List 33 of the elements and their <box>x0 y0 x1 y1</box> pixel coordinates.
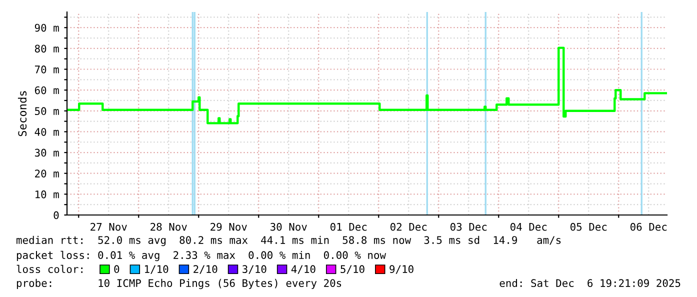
y-tick-label: 60 m <box>34 86 59 94</box>
y-tick-label: 20 m <box>35 170 59 178</box>
legend-label: 2/10 <box>194 265 218 274</box>
x-tick-label: 27 Nov <box>90 222 127 231</box>
legend-title: loss color: <box>16 264 82 274</box>
x-tick-label: 29 Nov <box>210 222 247 231</box>
legend-label: 1/10 <box>145 265 168 274</box>
y-tick-label: 0 <box>54 211 59 220</box>
legend-label: 4/10 <box>291 265 316 274</box>
x-tick-label: 30 Nov <box>270 222 307 231</box>
legend-label: 0 <box>114 265 120 274</box>
legend-label: 9/10 <box>390 265 414 274</box>
y-axis-title: Seconds <box>18 91 27 136</box>
x-tick-label: 28 Nov <box>150 222 187 231</box>
x-tick-label: 04 Dec <box>510 222 547 231</box>
text: median rtt: 52.0 ms avg 80.2 ms max 44.1 ms min 58.8 ms now 3.5 ms sd 14.9 am/s <box>16 236 561 246</box>
x-tick-label: 05 Dec <box>570 222 607 231</box>
y-tick-label: 70 m <box>34 66 59 74</box>
y-tick-label: 30 m <box>34 148 59 157</box>
text: end: Sat Dec 6 19:21:09 2025 <box>500 278 680 288</box>
y-tick-label: 50 m <box>35 107 59 116</box>
x-tick-label: 02 Dec <box>390 222 427 231</box>
x-tick-label: 03 Dec <box>450 222 487 231</box>
legend-label: 3/10 <box>242 265 266 274</box>
y-tick-label: 80 m <box>34 44 59 53</box>
y-tick-label: 40 m <box>34 128 59 136</box>
y-tick-label: 90 m <box>34 24 59 32</box>
y-tick-label: 10 m <box>36 190 59 198</box>
text: probe: 10 ICMP Echo Pings (56 Bytes) every 20s <box>16 278 342 290</box>
x-tick-label: 06 Dec <box>630 222 667 231</box>
legend-label: 5/10 <box>340 265 364 274</box>
text: packet loss: 0.01 % avg 2.33 % max 0.00 % min 0.00 % now <box>16 250 386 262</box>
x-tick-label: 01 Dec <box>330 222 367 231</box>
